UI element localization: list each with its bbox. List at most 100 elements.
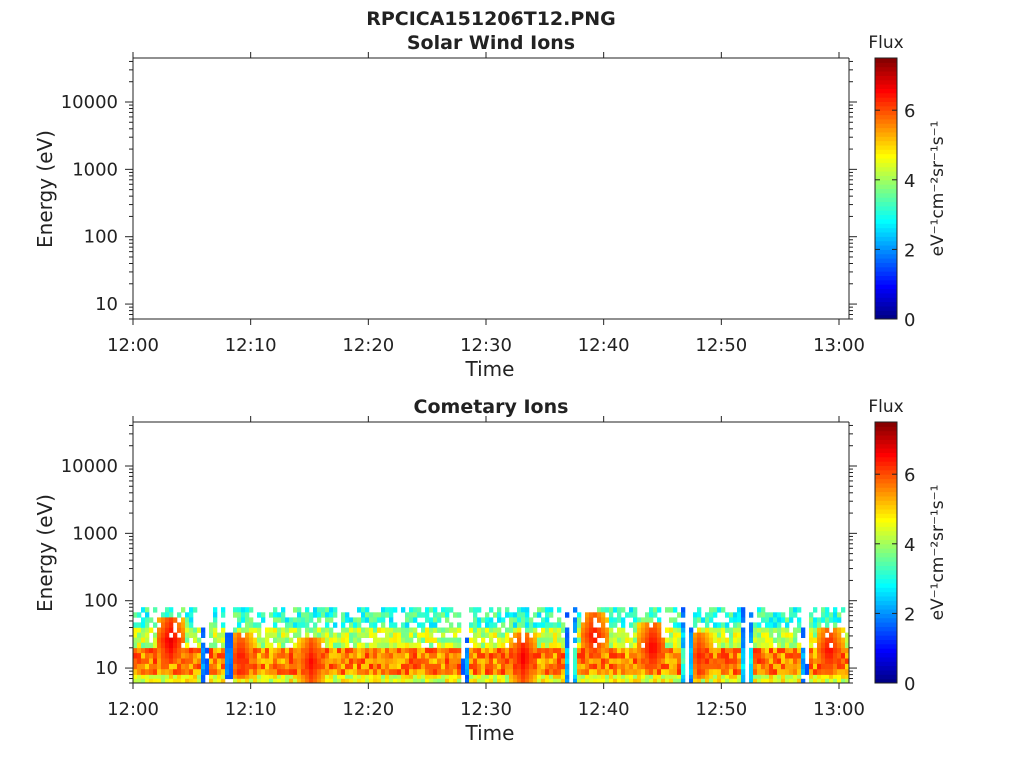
- colorbar-segment: [875, 105, 897, 111]
- heatmap-cell: [521, 678, 526, 684]
- heatmap-cell: [269, 627, 274, 633]
- heatmap-cell: [597, 653, 602, 659]
- heatmap-cell: [733, 669, 738, 675]
- heatmap-cell: [205, 669, 210, 675]
- heatmap-cell: [837, 653, 842, 659]
- heatmap-cell: [469, 647, 474, 654]
- heatmap-cell: [401, 622, 406, 628]
- heatmap-cell: [505, 669, 510, 675]
- heatmap-cell: [393, 669, 398, 675]
- heatmap-cell: [505, 678, 510, 684]
- heatmap-cell: [469, 669, 474, 675]
- heatmap-cell: [537, 658, 542, 665]
- heatmap-cell: [741, 653, 746, 659]
- heatmap-cell: [153, 669, 158, 675]
- heatmap-cell: [577, 663, 582, 670]
- heatmap-cell: [181, 632, 186, 638]
- heatmap-cell: [729, 642, 734, 649]
- heatmap-cell: [393, 637, 398, 643]
- heatmap-cell: [697, 663, 702, 670]
- heatmap-cell: [541, 642, 546, 649]
- heatmap-cell: [305, 663, 310, 670]
- heatmap-cell: [493, 674, 498, 680]
- heatmap-cell: [509, 617, 514, 623]
- heatmap-cell: [777, 658, 782, 665]
- heatmap-cell: [409, 658, 414, 665]
- heatmap-cell: [445, 669, 450, 675]
- heatmap-cell: [657, 658, 662, 665]
- heatmap-cell: [389, 653, 394, 659]
- heatmap-cell: [225, 632, 230, 638]
- heatmap-cell: [397, 647, 402, 654]
- heatmap-cell: [353, 627, 358, 633]
- heatmap-cell: [153, 647, 158, 654]
- heatmap-cell: [209, 653, 214, 659]
- colorbar-segment: [875, 136, 897, 142]
- heatmap-cell: [533, 632, 538, 638]
- heatmap-cell: [673, 637, 678, 643]
- heatmap-cell: [529, 663, 534, 670]
- heatmap-cell: [729, 678, 734, 684]
- heatmap-cell: [181, 653, 186, 659]
- heatmap-cell: [201, 663, 206, 670]
- heatmap-cell: [153, 674, 158, 680]
- heatmap-cell: [605, 658, 610, 665]
- heatmap-cell: [317, 669, 322, 675]
- heatmap-cell: [549, 627, 554, 633]
- heatmap-cell: [465, 647, 470, 654]
- heatmap-cell: [761, 607, 766, 613]
- heatmap-cell: [441, 612, 446, 618]
- heatmap-cell: [705, 642, 710, 649]
- heatmap-cell: [441, 642, 446, 649]
- heatmap-cell: [529, 674, 534, 680]
- heatmap-cell: [257, 674, 262, 680]
- heatmap-cell: [625, 612, 630, 618]
- heatmap-cell: [833, 658, 838, 665]
- heatmap-cell: [177, 647, 182, 654]
- heatmap-cell: [545, 674, 550, 680]
- heatmap-cell: [565, 612, 570, 618]
- heatmap-cell: [229, 632, 234, 638]
- heatmap-cell: [273, 627, 278, 633]
- heatmap-cell: [673, 642, 678, 649]
- heatmap-cell: [765, 674, 770, 680]
- heatmap-cell: [845, 653, 850, 659]
- colorbar-segment: [875, 600, 897, 606]
- heatmap-cell: [561, 627, 566, 633]
- x-axis-label-solar-wind: Time: [465, 357, 515, 381]
- heatmap-cell: [141, 622, 146, 628]
- heatmap-cell: [533, 658, 538, 665]
- heatmap-cell: [249, 622, 254, 628]
- heatmap-cell: [621, 674, 626, 680]
- heatmap-cell: [401, 653, 406, 659]
- heatmap-cell: [201, 632, 206, 638]
- heatmap-cell: [529, 622, 534, 628]
- heatmap-cell: [465, 678, 470, 684]
- heatmap-cell: [729, 617, 734, 623]
- heatmap-cell: [717, 627, 722, 633]
- heatmap-cell: [213, 653, 218, 659]
- heatmap-cell: [285, 647, 290, 654]
- heatmap-cell: [809, 647, 814, 654]
- heatmap-cell: [469, 678, 474, 684]
- heatmap-cell: [349, 658, 354, 665]
- heatmap-cell: [445, 612, 450, 618]
- heatmap-cell: [489, 674, 494, 680]
- heatmap-cell: [609, 674, 614, 680]
- heatmap-cell: [261, 674, 266, 680]
- colorbar-segment: [875, 426, 897, 432]
- heatmap-cell: [513, 658, 518, 665]
- heatmap-cell: [757, 607, 762, 613]
- heatmap-cell: [601, 627, 606, 633]
- heatmap-cell: [345, 627, 350, 633]
- heatmap-cell: [365, 607, 370, 613]
- heatmap-cell: [273, 663, 278, 670]
- heatmap-cell: [481, 658, 486, 665]
- heatmap-cell: [721, 627, 726, 633]
- heatmap-cell: [145, 653, 150, 659]
- heatmap-cell: [709, 674, 714, 680]
- heatmap-cell: [361, 658, 366, 665]
- heatmap-cell: [821, 642, 826, 649]
- heatmap-cell: [817, 653, 822, 659]
- heatmap-cell: [637, 622, 642, 628]
